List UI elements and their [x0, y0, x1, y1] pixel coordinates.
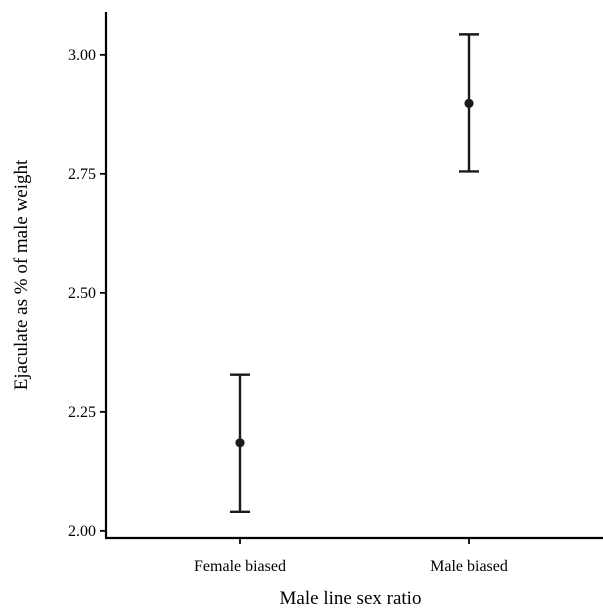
y-tick-label: 2.50 — [68, 285, 96, 302]
plot-area — [230, 33, 479, 514]
y-tick-label: 2.00 — [68, 523, 96, 540]
x-axis-ticks: Female biased Male biased — [194, 538, 508, 575]
y-tick-label: 2.25 — [68, 404, 96, 421]
x-tick-label: Male biased — [430, 558, 508, 575]
y-axis-title: Ejaculate as % of male weight — [11, 159, 32, 390]
data-point — [235, 438, 245, 448]
y-tick-label: 3.00 — [68, 47, 96, 64]
x-tick-label: Female biased — [194, 558, 286, 575]
x-axis-title: Male line sex ratio — [280, 588, 422, 609]
y-axis-ticks: 2.00 2.25 2.50 2.75 3.00 — [68, 47, 106, 540]
y-tick-label: 2.75 — [68, 166, 96, 183]
data-point — [464, 98, 474, 108]
